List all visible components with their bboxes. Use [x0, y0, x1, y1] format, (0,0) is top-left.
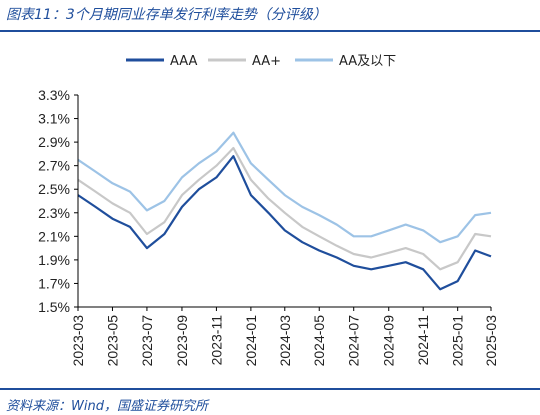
y-tick-label: 2.5%: [38, 181, 70, 197]
x-tick-label: 2023-03: [70, 315, 86, 367]
y-tick-label: 2.3%: [38, 205, 70, 221]
x-tick-label: 2024-05: [311, 315, 327, 367]
x-tick-label: 2024-03: [277, 315, 293, 367]
x-tick-label: 2023-05: [104, 315, 120, 367]
y-tick-label: 1.7%: [38, 275, 70, 291]
y-tick-label: 1.5%: [38, 299, 70, 315]
x-tick-label: 2023-11: [208, 315, 224, 366]
axes: 1.5% 1.7% 1.9% 2.1% 2.3% 2.5% 2.7% 2.9% 3.1% 3.3%…: [38, 87, 499, 366]
footer-rule: [0, 388, 540, 390]
legend-label: AAA: [170, 54, 198, 69]
y-tick-label: 1.9%: [38, 252, 70, 268]
x-tick-label: 2024-07: [346, 315, 362, 367]
x-tick-label: 2024-11: [415, 315, 431, 366]
y-tick-label: 2.9%: [38, 134, 70, 150]
x-tick-label: 2023-09: [174, 315, 190, 367]
x-tick-label: 2023-07: [139, 315, 155, 367]
title-rule: [0, 30, 540, 32]
legend-label: AA+: [252, 54, 281, 69]
plot-area: [77, 131, 492, 291]
y-tick-label: 2.1%: [38, 228, 70, 244]
legend-label: AA及以下: [339, 54, 396, 69]
x-tick-label: 2025-01: [450, 315, 466, 367]
chart-title: 图表11：3个月期同业存单发行利率走势（分评级）: [6, 7, 327, 23]
legend: AAA AA+ AA及以下: [126, 54, 396, 69]
y-tick-label: 3.3%: [38, 87, 70, 103]
x-tick-label: 2024-09: [381, 315, 397, 367]
y-tick-label: 2.7%: [38, 158, 70, 174]
x-tick-label: 2025-03: [483, 315, 499, 367]
series-line-AA+: [77, 146, 492, 271]
x-tick-label: 2024-01: [243, 315, 259, 367]
y-tick-label: 3.1%: [38, 111, 70, 127]
series-line-AA及以下: [77, 131, 492, 244]
series-line-AAA: [77, 155, 492, 291]
source-note: 资料来源：Wind，国盛证券研究所: [6, 399, 208, 414]
